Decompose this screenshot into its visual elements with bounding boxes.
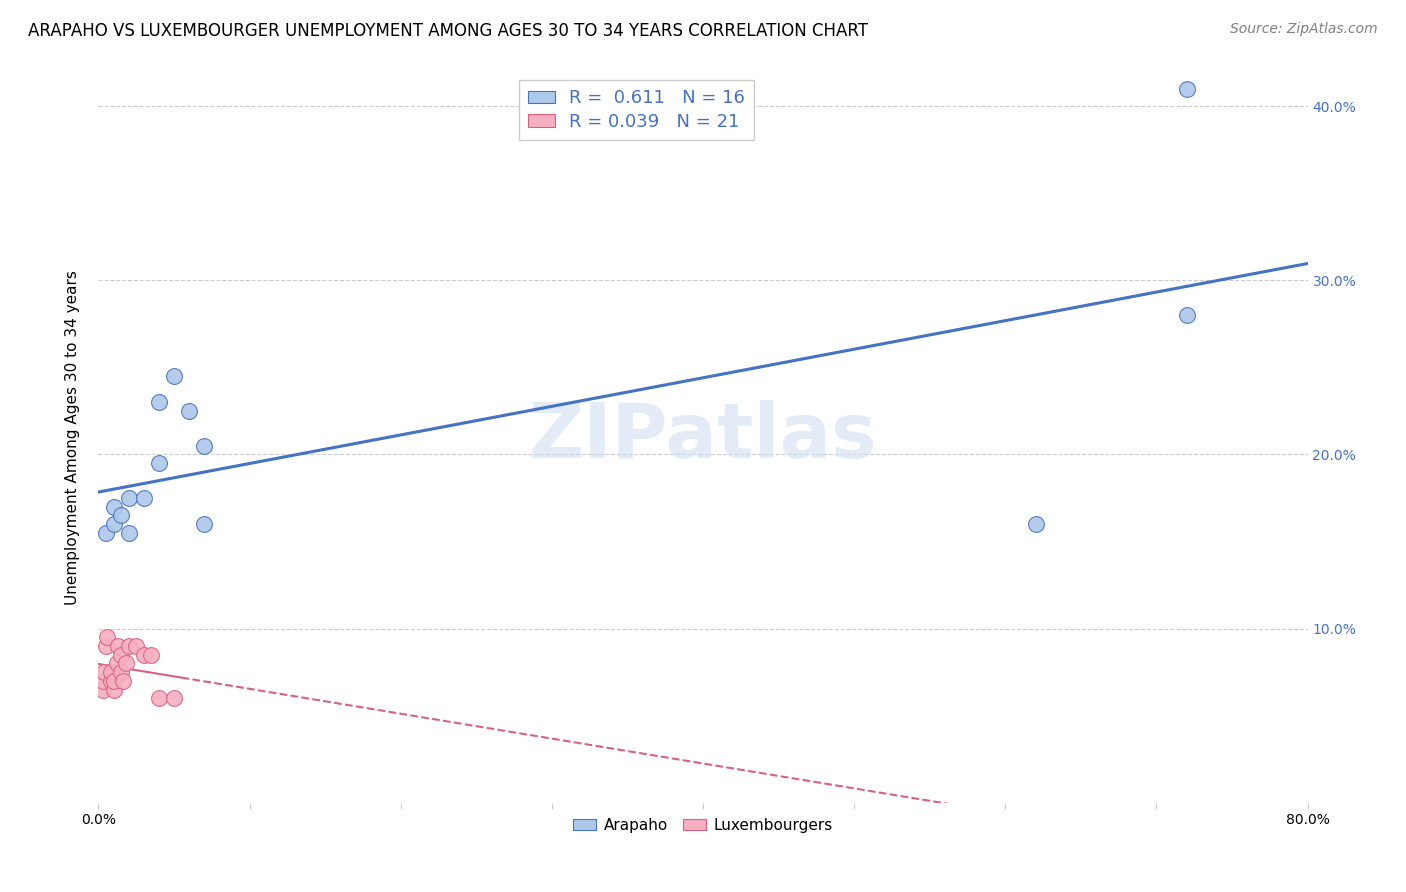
Point xyxy=(132,491,155,505)
Point xyxy=(100,673,122,688)
Point xyxy=(118,639,141,653)
Point xyxy=(111,673,134,688)
Point xyxy=(100,665,122,680)
Point xyxy=(94,525,117,540)
Point xyxy=(118,491,141,505)
Point xyxy=(93,665,115,680)
Point xyxy=(94,639,117,653)
Point xyxy=(103,500,125,514)
Point xyxy=(114,657,136,671)
Point xyxy=(1175,82,1198,96)
Point xyxy=(163,369,186,384)
Text: Source: ZipAtlas.com: Source: ZipAtlas.com xyxy=(1230,22,1378,37)
Point xyxy=(1175,308,1198,322)
Point xyxy=(148,395,170,409)
Point xyxy=(91,682,114,697)
Point xyxy=(1024,517,1046,532)
Point xyxy=(105,657,128,671)
Point xyxy=(110,665,132,680)
Point xyxy=(96,631,118,645)
Point xyxy=(148,456,170,470)
Point xyxy=(163,691,186,706)
Point xyxy=(107,639,129,653)
Text: ZIPatlas: ZIPatlas xyxy=(529,401,877,474)
Point xyxy=(103,673,125,688)
Point xyxy=(91,673,114,688)
Legend: Arapaho, Luxembourgers: Arapaho, Luxembourgers xyxy=(567,812,839,839)
Y-axis label: Unemployment Among Ages 30 to 34 years: Unemployment Among Ages 30 to 34 years xyxy=(65,269,80,605)
Point xyxy=(103,682,125,697)
Point xyxy=(103,517,125,532)
Point xyxy=(141,648,163,662)
Point xyxy=(110,508,132,523)
Point xyxy=(110,648,132,662)
Point xyxy=(193,439,215,453)
Point xyxy=(118,525,141,540)
Point xyxy=(132,648,155,662)
Text: ARAPAHO VS LUXEMBOURGER UNEMPLOYMENT AMONG AGES 30 TO 34 YEARS CORRELATION CHART: ARAPAHO VS LUXEMBOURGER UNEMPLOYMENT AMO… xyxy=(28,22,868,40)
Point xyxy=(193,517,215,532)
Point xyxy=(125,639,148,653)
Point xyxy=(148,691,170,706)
Point xyxy=(179,404,201,418)
